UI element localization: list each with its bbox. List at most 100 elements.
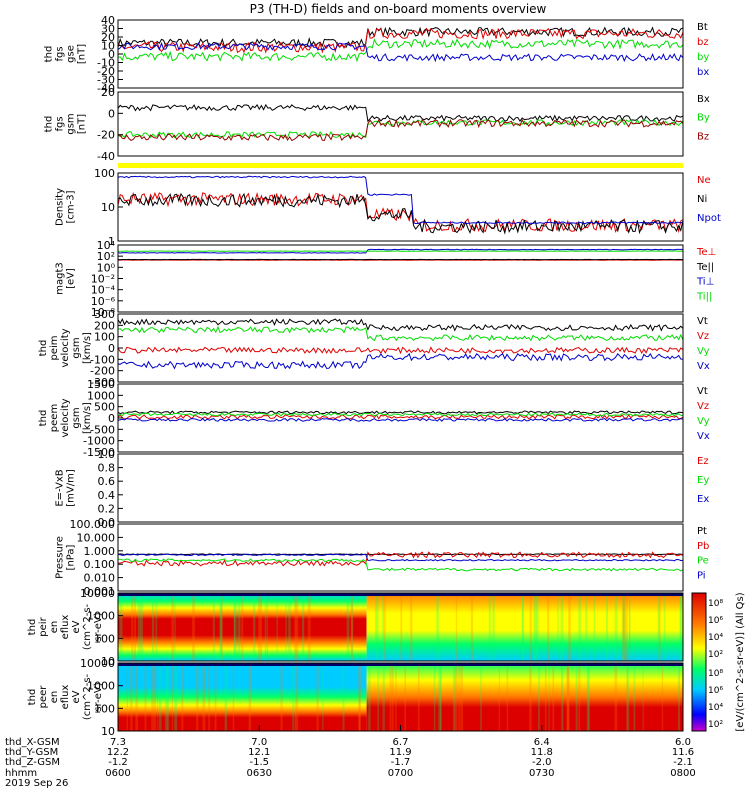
spectrogram-streak bbox=[144, 663, 147, 731]
spectrogram-streak bbox=[538, 663, 540, 731]
y-axis-label: sr-eV) bbox=[93, 612, 104, 641]
y-tick-label: -100 bbox=[90, 353, 115, 366]
spectrogram-post bbox=[366, 593, 683, 661]
legend-label: Vx bbox=[697, 361, 710, 372]
series-line-by bbox=[117, 118, 684, 139]
spectrogram-streak bbox=[171, 663, 173, 731]
y-tick-label: -20 bbox=[97, 129, 115, 142]
y-axis-label: thd bbox=[27, 619, 38, 636]
panel-7: 1.00.80.60.40.20.0 E=-VxB [mV/m] Ez Ey Ex bbox=[55, 448, 710, 529]
y-tick-label: 1000 bbox=[87, 389, 115, 402]
spectrogram-streak bbox=[174, 663, 178, 731]
spectrogram-streak bbox=[139, 593, 143, 661]
spectrogram-pre bbox=[118, 593, 367, 661]
y-tick-label: 0.010 bbox=[84, 572, 116, 585]
spectrogram-streak bbox=[342, 663, 345, 731]
colorbar: 10⁸ 10⁶ 10⁴ 10² 10⁸ 10⁶ 10⁴ 10² [eV/(cm^2-s-sr-e… bbox=[691, 592, 746, 732]
spectrogram-streak bbox=[404, 663, 407, 731]
y-tick-label: 10⁻⁸ bbox=[91, 306, 116, 319]
spectrogram-streak bbox=[391, 663, 394, 731]
series-line-by bbox=[117, 38, 684, 63]
spectrogram-streak bbox=[460, 663, 463, 731]
spectrogram-streak bbox=[151, 593, 155, 661]
spectrogram-streak bbox=[547, 593, 550, 661]
series-line-vx bbox=[117, 417, 684, 422]
y-tick-label: 1.000 bbox=[84, 545, 116, 558]
legend-label: Pt bbox=[697, 526, 707, 537]
series-line-vt bbox=[117, 318, 684, 332]
spectrogram-streak bbox=[171, 593, 175, 661]
y-tick-label: 500 bbox=[94, 401, 115, 414]
spectrogram-streak bbox=[578, 593, 582, 661]
y-axis-label: [cm-3] bbox=[66, 190, 77, 223]
colorbar-tick-label: 10⁸ bbox=[708, 669, 723, 679]
spectrogram-streak bbox=[439, 663, 442, 731]
x-tick-label: 7.0 bbox=[251, 737, 267, 748]
spectrogram-streak bbox=[233, 593, 236, 661]
spectrogram-streak bbox=[119, 593, 123, 661]
panel-frame bbox=[117, 523, 684, 592]
spectrogram-streak bbox=[131, 593, 134, 661]
colorbar-label: [eV/(cm^2-s-sr-eV)] (All Qs) bbox=[735, 592, 746, 731]
spectrogram-streak bbox=[629, 593, 631, 661]
spectrogram-streak bbox=[626, 663, 630, 731]
spectrogram-streak bbox=[433, 663, 436, 731]
y-tick-label: 10⁴ bbox=[97, 239, 116, 252]
x-tick-label: -1.5 bbox=[249, 757, 269, 768]
spectrogram-streak bbox=[593, 593, 596, 661]
spectrogram-streak bbox=[292, 663, 295, 731]
spectrogram-streak bbox=[587, 663, 590, 731]
y-tick-label: -40 bbox=[97, 150, 115, 163]
x-tick-label: 7.3 bbox=[110, 737, 126, 748]
y-axis-label: gsm bbox=[66, 113, 77, 134]
series-line-pb bbox=[118, 551, 684, 567]
y-tick-label: -200 bbox=[90, 365, 115, 378]
series-line-bt bbox=[117, 26, 684, 49]
spectrogram-streak bbox=[219, 593, 223, 661]
spectrogram-streak bbox=[192, 593, 195, 661]
spectrogram-streak bbox=[663, 593, 666, 661]
spectrogram-streak bbox=[661, 663, 664, 731]
series-line-vx bbox=[117, 352, 684, 370]
spectrogram-streak bbox=[678, 663, 680, 731]
y-axis-label: peir bbox=[38, 616, 49, 636]
spectrogram-streak bbox=[679, 593, 683, 661]
spectrogram-streak bbox=[260, 593, 262, 661]
spectrogram-streak bbox=[382, 663, 385, 731]
spectrogram-streak bbox=[288, 593, 291, 661]
legend-label: Bx bbox=[697, 94, 710, 105]
spectrogram-streak bbox=[174, 593, 176, 661]
legend-label: Pe bbox=[697, 556, 709, 567]
legend-label: Vy bbox=[697, 416, 710, 427]
colorbar-tick-label: 10⁴ bbox=[708, 633, 723, 643]
legend-label: Bz bbox=[697, 131, 709, 142]
y-axis-label: [nT] bbox=[77, 114, 88, 134]
x-row-label: thd_Z-GSM bbox=[5, 757, 60, 768]
series-line-bx bbox=[117, 41, 684, 63]
y-axis-label: thd bbox=[44, 46, 55, 63]
legend-label: Vz bbox=[697, 331, 709, 342]
y-tick-label: 20 bbox=[101, 31, 115, 44]
spectrogram-streak bbox=[395, 663, 397, 731]
x-tick-label: 12.2 bbox=[107, 747, 129, 758]
y-tick-label: 100.000 bbox=[70, 518, 116, 531]
spectrogram-post bbox=[366, 663, 683, 731]
spectrogram-streak bbox=[561, 663, 563, 731]
spectrogram-streak bbox=[126, 663, 128, 731]
y-axis-label: eflux bbox=[60, 615, 71, 640]
spectrogram-streak bbox=[575, 663, 578, 731]
legend-label: Ey bbox=[697, 475, 709, 486]
y-tick-label: 100 bbox=[94, 167, 115, 180]
legend-label: by bbox=[697, 52, 709, 63]
y-tick-label: 0.8 bbox=[98, 462, 116, 475]
y-axis-label: peim bbox=[49, 335, 60, 360]
legend-label: bz bbox=[697, 37, 709, 48]
y-tick-label: 30 bbox=[101, 23, 115, 36]
spectrogram-streak bbox=[529, 593, 532, 661]
panel-frame bbox=[117, 172, 684, 242]
spectrogram-streak bbox=[566, 663, 570, 731]
